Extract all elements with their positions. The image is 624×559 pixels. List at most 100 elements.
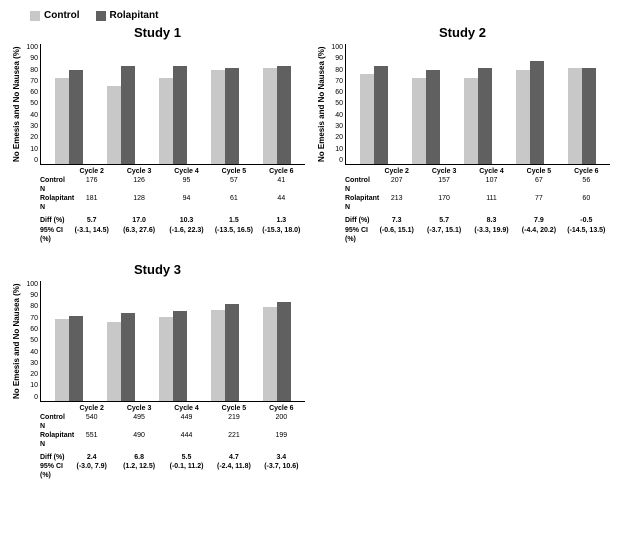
row-label: Rolapitant N (343, 194, 373, 212)
bar-rolapitant (69, 70, 83, 164)
y-tick: 0 (24, 157, 38, 164)
cell: (-14.5, 13.5) (563, 226, 610, 244)
bar-rolapitant (225, 68, 239, 164)
cell: Cycle 4 (163, 167, 210, 176)
bar-group (568, 68, 596, 164)
bar-control (263, 307, 277, 401)
table-row: Control N2071571076756 (343, 176, 610, 194)
cell: 444 (163, 431, 210, 449)
cell: 207 (373, 176, 420, 194)
y-tick: 70 (329, 78, 343, 85)
cell: 5.7 (68, 216, 115, 225)
cell: 490 (115, 431, 162, 449)
table-row: Control N176126955741 (38, 176, 305, 194)
bar-rolapitant (478, 68, 492, 164)
cell: (-4.4, 20.2) (515, 226, 562, 244)
bar-rolapitant (582, 68, 596, 164)
bar-rolapitant (69, 316, 83, 401)
row-cells: Cycle 2Cycle 3Cycle 4Cycle 5Cycle 6 (373, 167, 610, 176)
bar-group (107, 66, 135, 164)
cell: Cycle 5 (515, 167, 562, 176)
cell: 60 (563, 194, 610, 212)
cell: (-1.6, 22.3) (163, 226, 210, 244)
y-tick: 100 (329, 44, 343, 51)
y-tick: 30 (24, 360, 38, 367)
y-tick: 50 (329, 100, 343, 107)
bar-rolapitant (530, 61, 544, 164)
table-row: 95% CI (%)(-3.1, 14.5)(6.3, 27.6)(-1.6, … (38, 226, 305, 244)
cell: (-2.4, 11.8) (210, 462, 257, 480)
row-cells: (-0.6, 15.1)(-3.7, 15.1)(-3.3, 19.9)(-4.… (373, 226, 610, 244)
cell: Cycle 5 (210, 167, 257, 176)
cell: 7.9 (515, 216, 562, 225)
bar-control (360, 74, 374, 164)
row-label: Rolapitant N (38, 431, 68, 449)
bar-control (464, 78, 478, 164)
cell: (-0.1, 11.2) (163, 462, 210, 480)
y-tick: 50 (24, 337, 38, 344)
cell: 5.7 (420, 216, 467, 225)
y-tick: 90 (329, 55, 343, 62)
y-tick: 100 (24, 281, 38, 288)
y-tick: 10 (329, 146, 343, 153)
y-axis-ticks: 1009080706050403020100 (329, 44, 345, 164)
y-axis-ticks: 1009080706050403020100 (24, 44, 40, 164)
charts-row-1: Study 1No Emesis and No Nausea (%)100908… (10, 25, 614, 244)
cell: 1.3 (258, 216, 305, 225)
cell: 221 (210, 431, 257, 449)
cell: -0.5 (563, 216, 610, 225)
cell: 8.3 (468, 216, 515, 225)
cell: 107 (468, 176, 515, 194)
row-cells: (-3.1, 14.5)(6.3, 27.6)(-1.6, 22.3)(-13.… (68, 226, 305, 244)
bar-group (263, 302, 291, 400)
row-label: Control N (38, 176, 68, 194)
cell: 5.5 (163, 453, 210, 462)
table-row: Cycle 2Cycle 3Cycle 4Cycle 5Cycle 6 (343, 167, 610, 176)
row-label: Rolapitant N (38, 194, 68, 212)
row-cells: 2131701117760 (373, 194, 610, 212)
table-row: Rolapitant N551490444221199 (38, 431, 305, 449)
cell: 6.8 (115, 453, 162, 462)
bar-rolapitant (277, 302, 291, 400)
cell: 540 (68, 413, 115, 431)
cell: 2.4 (68, 453, 115, 462)
cell: Cycle 4 (468, 167, 515, 176)
cell: (-13.5, 16.5) (210, 226, 257, 244)
y-tick: 80 (24, 303, 38, 310)
y-tick: 100 (24, 44, 38, 51)
table-row: 95% CI (%)(-0.6, 15.1)(-3.7, 15.1)(-3.3,… (343, 226, 610, 244)
row-cells: Cycle 2Cycle 3Cycle 4Cycle 5Cycle 6 (68, 404, 305, 413)
cell: 94 (163, 194, 210, 212)
row-cells: Cycle 2Cycle 3Cycle 4Cycle 5Cycle 6 (68, 167, 305, 176)
bar-control (263, 68, 277, 164)
y-tick: 80 (24, 67, 38, 74)
y-tick: 50 (24, 100, 38, 107)
cell: 176 (68, 176, 115, 194)
bar-control (568, 68, 582, 164)
bar-group (211, 68, 239, 164)
y-tick: 10 (24, 146, 38, 153)
cell: 4.7 (210, 453, 257, 462)
y-axis-ticks: 1009080706050403020100 (24, 281, 40, 401)
table-row: 95% CI (%)(-3.0, 7.9)(1.2, 12.5)(-0.1, 1… (38, 462, 305, 480)
cell: 7.3 (373, 216, 420, 225)
row-label (38, 404, 68, 413)
row-label: Diff (%) (343, 216, 373, 225)
cell: 181 (68, 194, 115, 212)
bar-control (107, 86, 121, 164)
bar-rolapitant (426, 70, 440, 164)
y-tick: 60 (329, 89, 343, 96)
row-label (38, 167, 68, 176)
cell: Cycle 6 (258, 404, 305, 413)
row-label: Diff (%) (38, 216, 68, 225)
bar-group (55, 70, 83, 164)
chart-title: Study 2 (315, 25, 610, 40)
y-tick: 30 (24, 123, 38, 130)
plot-wrap: No Emesis and No Nausea (%)1009080706050… (10, 281, 305, 402)
bar-control (412, 78, 426, 164)
y-tick: 60 (24, 89, 38, 96)
y-tick: 80 (329, 67, 343, 74)
bar-control (159, 78, 173, 164)
row-label: 95% CI (%) (38, 462, 68, 480)
y-tick: 20 (24, 371, 38, 378)
